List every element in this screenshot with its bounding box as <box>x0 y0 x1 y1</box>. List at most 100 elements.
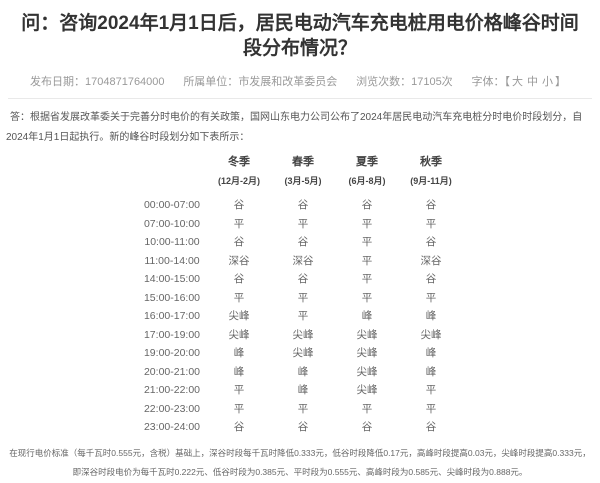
time-range-cell: 10:00-11:00 <box>144 236 200 248</box>
season-header-summer: 夏季 (6月-8月) <box>335 153 399 196</box>
department: 所属单位：市发展和改革委员会 <box>183 73 337 89</box>
period-type-cell: 平 <box>233 217 245 230</box>
answer-text: 答：根据省发展改革委关于完善分时电价的有关政策，国网山东电力公司公布了2024年… <box>6 112 583 143</box>
period-type-cell: 谷 <box>361 421 373 433</box>
period-type-cell: 峰 <box>425 365 437 378</box>
period-type-cell: 谷 <box>233 421 245 433</box>
view-count-value: 17105次 <box>411 76 453 88</box>
table-row: 21:00-22:00 平 峰 尖峰 平 <box>137 381 463 400</box>
publish-date-value: 1704871764000 <box>85 76 165 88</box>
period-type-cell: 平 <box>297 291 309 304</box>
time-range-cell: 20:00-21:00 <box>143 365 201 378</box>
period-type-cell: 峰 <box>233 347 245 359</box>
table-row: 11:00-14:00 深谷 深谷 平 深谷 <box>137 252 463 271</box>
font-size-medium-button[interactable]: 中 <box>526 76 538 88</box>
period-type-cell: 尖峰 <box>356 347 378 359</box>
table-row: 17:00-19:00 尖峰 尖峰 尖峰 尖峰 <box>137 326 463 345</box>
time-range-cell: 16:00-17:00 <box>143 310 201 322</box>
season-header-winter: 冬季 (12月-2月) <box>207 153 271 196</box>
price-note-line-1: 在现行电价标准（每千瓦时0.555元，含税）基础上，深谷时段每千瓦时降低0.33… <box>9 447 591 458</box>
header-row: 冬季 (12月-2月) 春季 (3月-5月) 夏季 (6月-8月) 秋季 (9月… <box>137 153 463 196</box>
time-range-cell: 17:00-19:00 <box>143 328 201 341</box>
time-range-cell: 21:00-22:00 <box>143 384 201 396</box>
table-row: 19:00-20:00 峰 尖峰 尖峰 峰 <box>137 344 463 363</box>
period-type-cell: 谷 <box>233 273 245 285</box>
period-type-cell: 谷 <box>233 199 245 211</box>
time-range-cell: 15:00-16:00 <box>143 291 201 304</box>
time-range-cell: 11:00-14:00 <box>144 254 200 267</box>
period-type-cell: 尖峰 <box>292 347 314 359</box>
question-title: 问：咨询2024年1月1日后，居民电动汽车充电桩用电价格峰谷时间段分布情况？ <box>21 13 579 59</box>
period-type-cell: 峰 <box>297 365 309 378</box>
period-type-cell: 峰 <box>425 347 437 359</box>
divider <box>8 98 592 99</box>
period-type-cell: 峰 <box>361 310 373 322</box>
period-type-cell: 平 <box>361 402 373 415</box>
period-type-cell: 平 <box>425 217 437 230</box>
table-row: 14:00-15:00 谷 谷 平 谷 <box>137 270 463 289</box>
season-months: (3月-5月) <box>284 176 322 186</box>
season-name: 冬季 <box>228 156 250 168</box>
font-size-label: 字体： <box>471 76 505 88</box>
period-type-cell: 谷 <box>297 199 309 211</box>
department-value: 市发展和改革委员会 <box>238 76 338 88</box>
period-type-cell: 尖峰 <box>292 328 314 341</box>
season-name: 秋季 <box>420 156 442 168</box>
season-months: (12月-2月) <box>217 176 260 186</box>
time-range-cell: 19:00-20:00 <box>143 347 201 359</box>
table-row: 22:00-23:00 平 平 平 平 <box>137 400 463 419</box>
time-range-cell: 14:00-15:00 <box>143 273 201 285</box>
season-months: (9月-11月) <box>410 176 452 186</box>
table-row: 15:00-16:00 平 平 平 平 <box>137 289 463 308</box>
table-row: 20:00-21:00 峰 峰 尖峰 峰 <box>137 363 463 382</box>
time-range-cell: 23:00-24:00 <box>143 421 201 433</box>
period-type-cell: 谷 <box>425 236 437 248</box>
time-range-cell: 00:00-07:00 <box>143 199 201 211</box>
period-type-cell: 平 <box>297 310 309 322</box>
table-row: 23:00-24:00 谷 谷 谷 谷 <box>137 418 463 437</box>
period-type-cell: 尖峰 <box>356 384 378 396</box>
period-type-cell: 尖峰 <box>356 365 378 378</box>
period-type-cell: 深谷 <box>228 254 250 267</box>
time-range-cell: 07:00-10:00 <box>143 217 201 230</box>
period-type-cell: 谷 <box>297 273 309 285</box>
period-type-cell: 平 <box>425 402 437 415</box>
period-type-cell: 谷 <box>361 199 373 211</box>
season-name: 夏季 <box>356 156 378 168</box>
font-size-selector: 字体：【大中小】 <box>471 73 566 89</box>
period-type-cell: 谷 <box>425 199 437 211</box>
period-type-cell: 平 <box>297 217 309 230</box>
qa-detail-page: 问：咨询2024年1月1日后，居民电动汽车充电桩用电价格峰谷时间段分布情况？ 发… <box>0 11 600 483</box>
publish-date-label: 发布日期： <box>30 76 85 88</box>
period-type-cell: 谷 <box>425 421 437 433</box>
period-type-cell: 峰 <box>425 310 437 322</box>
bracket-open: 【 <box>504 76 510 88</box>
time-range-cell: 22:00-23:00 <box>143 402 201 415</box>
period-type-cell: 峰 <box>297 384 309 396</box>
period-type-cell: 谷 <box>425 273 437 285</box>
font-size-small-button[interactable]: 小 <box>541 76 553 88</box>
view-count-label: 浏览次数： <box>356 76 412 88</box>
time-column-header <box>137 153 207 196</box>
table-row: 16:00-17:00 尖峰 平 峰 峰 <box>137 307 463 326</box>
season-name: 春季 <box>292 156 314 168</box>
period-type-cell: 平 <box>361 236 373 248</box>
department-label: 所属单位： <box>183 76 239 88</box>
period-type-cell: 平 <box>361 254 373 267</box>
period-type-cell: 峰 <box>233 365 245 378</box>
period-type-cell: 平 <box>297 402 309 415</box>
period-type-cell: 平 <box>233 402 245 415</box>
table-row: 00:00-07:00 谷 谷 谷 谷 <box>137 196 463 215</box>
period-type-cell: 深谷 <box>292 254 314 267</box>
table-row: 10:00-11:00 谷 谷 平 谷 <box>137 233 463 252</box>
font-size-large-button[interactable]: 大 <box>511 76 523 88</box>
table-row: 07:00-10:00 平 平 平 平 <box>137 215 463 234</box>
period-type-cell: 尖峰 <box>356 328 378 341</box>
period-type-cell: 谷 <box>297 421 309 433</box>
price-note-line-2: 即深谷时段电价为每千瓦时0.222元、低谷时段为0.385元、平时段为0.555… <box>72 466 528 477</box>
period-type-cell: 谷 <box>297 236 309 248</box>
period-type-cell: 深谷 <box>420 254 442 267</box>
publish-date: 发布日期：1704871764000 <box>30 73 165 89</box>
period-type-cell: 平 <box>361 217 373 230</box>
period-type-cell: 平 <box>233 291 245 304</box>
